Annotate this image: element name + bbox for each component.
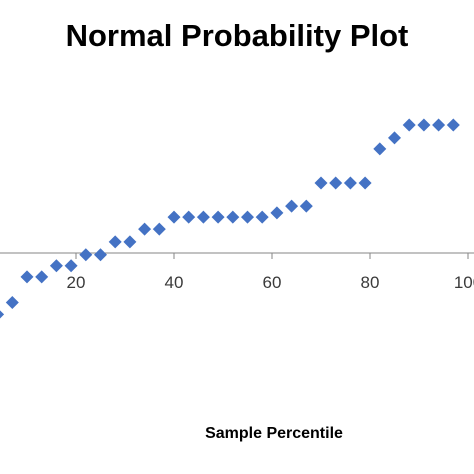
data-point: [255, 210, 269, 224]
data-point: [417, 118, 431, 132]
x-tick-label: 100: [454, 273, 474, 292]
data-point: [285, 199, 299, 213]
data-point: [211, 210, 225, 224]
x-axis-title: Sample Percentile: [205, 425, 343, 442]
data-point: [329, 176, 343, 190]
data-point: [138, 222, 152, 236]
data-point: [432, 118, 446, 132]
data-point: [196, 210, 210, 224]
data-series: [0, 118, 460, 319]
data-point: [152, 222, 166, 236]
data-point: [35, 270, 49, 284]
data-point: [64, 259, 78, 273]
chart-title: Normal Probability Plot: [65, 18, 409, 53]
data-point: [182, 210, 196, 224]
data-point: [446, 118, 460, 132]
data-point: [108, 235, 122, 249]
data-point: [343, 176, 357, 190]
data-point: [79, 248, 93, 262]
data-point: [299, 199, 313, 213]
data-point: [49, 259, 63, 273]
data-point: [241, 210, 254, 224]
data-point: [358, 176, 372, 190]
data-point: [270, 206, 284, 220]
x-tick-label: 60: [263, 273, 282, 292]
x-tick-label: 20: [67, 273, 86, 292]
x-tick-labels: 20 40 60 80 100: [67, 273, 474, 292]
data-point: [226, 210, 240, 224]
data-point: [94, 248, 107, 262]
data-point: [167, 210, 181, 224]
data-point: [20, 270, 34, 284]
data-point: [123, 235, 137, 249]
data-point: [314, 176, 328, 190]
data-point: [5, 295, 19, 309]
x-tick-label: 40: [165, 273, 184, 292]
x-tick-marks: [75, 253, 469, 259]
data-point: [388, 131, 401, 145]
data-point: [0, 310, 5, 319]
data-point: [373, 142, 387, 156]
x-tick-label: 80: [361, 273, 380, 292]
data-point: [402, 118, 416, 132]
